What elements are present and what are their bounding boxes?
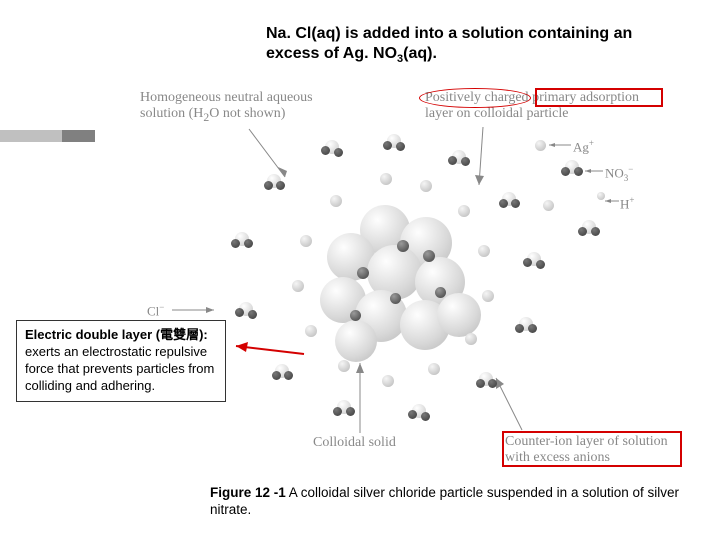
figure-caption: Figure 12 -1 A colloidal silver chloride…: [210, 485, 690, 519]
homo-line1: Homogeneous neutral aqueous: [140, 90, 313, 105]
edl-body: exerts an electrostatic repulsive force …: [25, 344, 214, 393]
hydrated-ion: [273, 362, 291, 380]
cl-sup: −: [159, 302, 164, 312]
no3-sub: 3: [624, 173, 629, 183]
label-h: H+: [620, 195, 634, 212]
hydrated-ion: [265, 172, 283, 190]
colloidal-text: Colloidal solid: [313, 435, 396, 450]
electric-double-layer-box: Electric double layer (電雙層): exerts an e…: [16, 320, 226, 402]
accent-light: [0, 130, 62, 142]
label-colloidal-solid: Colloidal solid: [313, 435, 396, 451]
free-no3-ion: [580, 218, 598, 236]
hydrated-ion: [517, 315, 535, 333]
no3-text: NO: [605, 165, 624, 180]
ag-text: Ag: [573, 139, 589, 154]
hydrated-ion: [500, 190, 518, 208]
label-homogeneous: Homogeneous neutral aqueous solution (H2…: [140, 90, 313, 124]
pointer-cl: [170, 306, 220, 314]
h-text: H: [620, 196, 629, 211]
red-box-primary-adsorption: [535, 88, 663, 107]
hydrated-ion: [237, 300, 255, 318]
hydrated-ion: [323, 138, 341, 156]
pointer-ag: [547, 142, 573, 148]
free-ag-ion: [543, 200, 554, 211]
bulk-solution-ions: [525, 130, 665, 270]
homo-line2-post: O not shown): [209, 106, 285, 121]
pointer-h: [603, 198, 621, 204]
hydrated-ion: [233, 230, 251, 248]
hydrated-ion: [450, 148, 468, 166]
red-box-counter-ion: [502, 431, 682, 467]
no3-sup: −: [628, 164, 633, 174]
hydrated-ion: [477, 370, 495, 388]
free-no3-ion: [563, 158, 581, 176]
red-arrow-edl: [228, 340, 308, 360]
title-line1: Na. Cl(aq) is added into a solution cont…: [266, 25, 632, 42]
title-line2-post: (aq).: [403, 45, 437, 62]
hydrated-ion: [410, 402, 428, 420]
ag-sup: +: [589, 138, 594, 148]
h-sup: +: [629, 195, 634, 205]
hydrated-ion: [335, 398, 353, 416]
title-text: Na. Cl(aq) is added into a solution cont…: [266, 24, 686, 67]
counter-ion-layer: [225, 130, 565, 430]
edl-heading: Electric double layer (電雙層):: [25, 327, 208, 342]
caption-fig: Figure 12 -1: [210, 485, 286, 500]
slide-accent-bar: [0, 130, 95, 142]
cl-text: Cl: [147, 303, 159, 318]
pointer-no3: [583, 168, 605, 174]
hydrated-ion: [385, 132, 403, 150]
free-ag-ion: [535, 140, 546, 151]
red-ellipse-positively: [419, 88, 531, 108]
pos-line3: layer on colloidal particle: [425, 106, 568, 121]
title-line2-pre: excess of Ag. NO: [266, 45, 397, 62]
accent-dark: [62, 130, 95, 142]
label-no3: NO3−: [605, 164, 633, 183]
label-cl: Cl−: [147, 302, 164, 319]
label-ag: Ag+: [573, 138, 594, 155]
homo-line2-pre: solution (H: [140, 106, 203, 121]
diagram-area: Homogeneous neutral aqueous solution (H2…: [95, 90, 695, 470]
